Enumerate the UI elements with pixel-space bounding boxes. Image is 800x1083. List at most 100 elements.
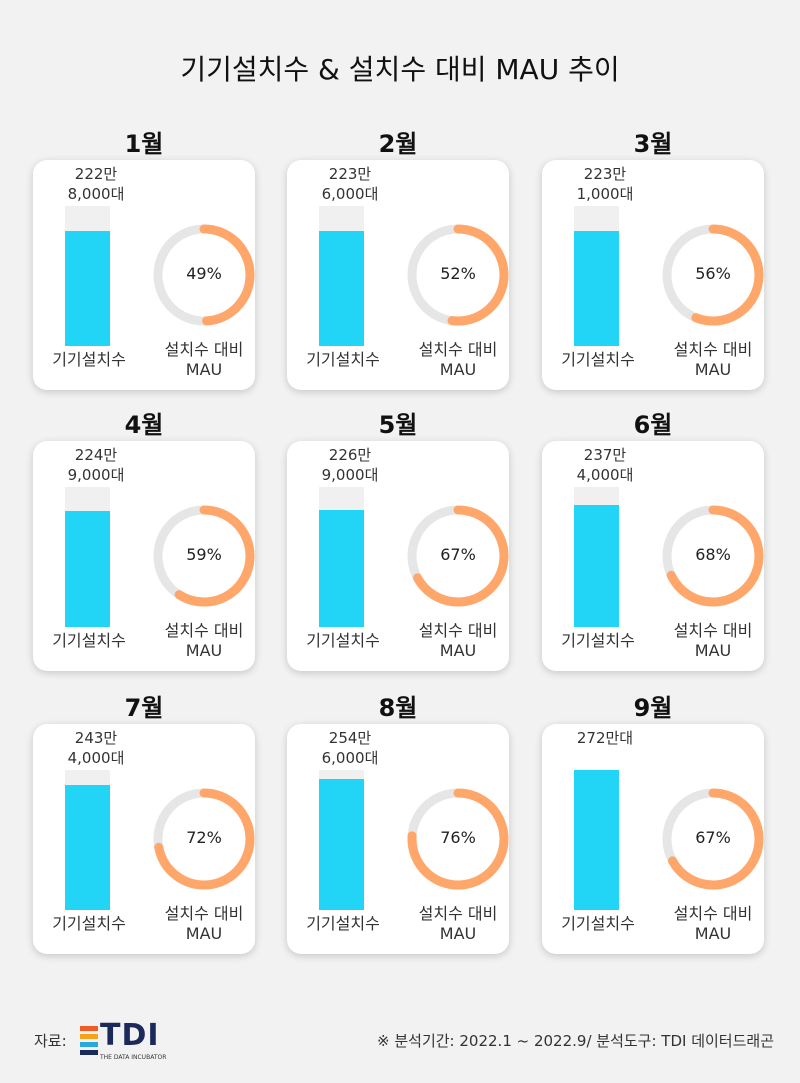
tdi-logo: TDI THE DATA INCUBATOR — [80, 1018, 180, 1062]
install-value-line: 226만 — [328, 446, 372, 464]
month-label: 4월 — [124, 411, 164, 439]
month-label: 8월 — [378, 694, 418, 722]
install-axis-label: 기기설치수 — [561, 914, 635, 933]
mau-ratio-donut — [662, 505, 764, 607]
mau-ratio-label-line2: MAU — [694, 641, 732, 660]
mau-ratio-value: 49% — [186, 264, 222, 283]
mau-ratio-label-line2: MAU — [185, 641, 223, 660]
mau-ratio-label-line1: 설치수 대비 — [164, 621, 244, 640]
install-bar — [574, 231, 619, 346]
mau-ratio-label-line1: 설치수 대비 — [164, 904, 244, 923]
mau-ratio-value: 72% — [186, 828, 222, 847]
mau-ratio-label: 설치수 대비 MAU — [660, 621, 766, 661]
logo-subtitle: THE DATA INCUBATOR — [100, 1054, 167, 1061]
install-value-line: 9,000대 — [67, 466, 125, 484]
mau-ratio-label: 설치수 대비 MAU — [660, 340, 766, 380]
install-axis-label: 기기설치수 — [561, 350, 635, 369]
install-value-line: 237만 — [583, 446, 627, 464]
install-value-line: 4,000대 — [576, 466, 634, 484]
mau-ratio-value: 52% — [440, 264, 476, 283]
logo-stripe-3 — [80, 1042, 98, 1047]
mau-ratio-label: 설치수 대비 MAU — [405, 904, 511, 944]
analysis-note: ※ 분석기간: 2022.1 ~ 2022.9/ 분석도구: TDI 데이터드래… — [377, 1032, 774, 1050]
install-bar — [574, 505, 619, 627]
mau-ratio-value: 67% — [440, 545, 476, 564]
install-value-line: 222만 — [74, 165, 118, 183]
install-value-line: 243만 — [74, 729, 118, 747]
logo-text: TDI — [100, 1018, 160, 1053]
donut-arc — [153, 788, 255, 890]
mau-ratio-value: 68% — [695, 545, 731, 564]
mau-ratio-donut — [407, 505, 509, 607]
install-value-label: 272만대 — [556, 728, 654, 748]
install-bar — [319, 510, 364, 627]
install-value-label: 223만 6,000대 — [301, 164, 399, 204]
install-axis-label: 기기설치수 — [306, 350, 380, 369]
install-value-label: 254만 6,000대 — [301, 728, 399, 768]
mau-ratio-value: 67% — [695, 828, 731, 847]
mau-ratio-label-line2: MAU — [439, 924, 477, 943]
month-label: 6월 — [633, 411, 673, 439]
install-value-line: 4,000대 — [67, 749, 125, 767]
mau-ratio-value: 56% — [695, 264, 731, 283]
install-value-line: 1,000대 — [576, 185, 634, 203]
mau-ratio-label-line1: 설치수 대비 — [418, 904, 498, 923]
donut-arc — [662, 224, 764, 326]
mau-ratio-label-line2: MAU — [439, 360, 477, 379]
install-bar — [65, 511, 110, 627]
install-value-line: 6,000대 — [321, 749, 379, 767]
mau-ratio-label: 설치수 대비 MAU — [151, 904, 257, 944]
mau-ratio-label: 설치수 대비 MAU — [151, 340, 257, 380]
mau-ratio-donut — [153, 505, 255, 607]
install-value-label: 223만 1,000대 — [556, 164, 654, 204]
month-label: 9월 — [633, 694, 673, 722]
logo-stripe-4 — [80, 1050, 98, 1055]
install-bar — [574, 770, 619, 910]
install-value-label: 226만 9,000대 — [301, 445, 399, 485]
mau-ratio-label-line2: MAU — [439, 641, 477, 660]
donut-arc — [407, 788, 509, 890]
mau-ratio-donut — [153, 224, 255, 326]
install-bar — [65, 231, 110, 346]
month-label: 1월 — [124, 130, 164, 158]
mau-ratio-label-line1: 설치수 대비 — [418, 621, 498, 640]
install-value-label: 222만 8,000대 — [47, 164, 145, 204]
install-axis-label: 기기설치수 — [306, 914, 380, 933]
install-axis-label: 기기설치수 — [306, 631, 380, 650]
install-value-line: 223만 — [583, 165, 627, 183]
month-label: 2월 — [378, 130, 418, 158]
install-bar — [319, 779, 364, 910]
donut-arc — [407, 505, 509, 607]
mau-ratio-label-line1: 설치수 대비 — [418, 340, 498, 359]
mau-ratio-label-line1: 설치수 대비 — [673, 621, 753, 640]
install-axis-label: 기기설치수 — [52, 631, 126, 650]
mau-ratio-label: 설치수 대비 MAU — [660, 904, 766, 944]
install-value-label: 237만 4,000대 — [556, 445, 654, 485]
mau-ratio-donut — [662, 788, 764, 890]
mau-ratio-label: 설치수 대비 MAU — [405, 621, 511, 661]
donut-arc — [153, 224, 255, 326]
mau-ratio-label: 설치수 대비 MAU — [151, 621, 257, 661]
donut-arc — [407, 224, 509, 326]
mau-ratio-label-line2: MAU — [185, 360, 223, 379]
logo-stripe-1 — [80, 1026, 98, 1031]
mau-ratio-label-line1: 설치수 대비 — [164, 340, 244, 359]
month-card: 237만 4,000대 기기설치수 68% 설치수 대비 MAU — [542, 441, 764, 671]
mau-ratio-label-line2: MAU — [694, 924, 732, 943]
mau-ratio-label-line1: 설치수 대비 — [673, 904, 753, 923]
month-label: 5월 — [378, 411, 418, 439]
mau-ratio-donut — [153, 788, 255, 890]
logo-stripe-2 — [80, 1034, 98, 1039]
source-label: 자료: — [34, 1032, 67, 1050]
month-label: 3월 — [633, 130, 673, 158]
install-value-line: 254만 — [328, 729, 372, 747]
donut-arc — [153, 505, 255, 607]
install-axis-label: 기기설치수 — [52, 914, 126, 933]
mau-ratio-label: 설치수 대비 MAU — [405, 340, 511, 380]
mau-ratio-donut — [662, 224, 764, 326]
install-value-line: 224만 — [74, 446, 118, 464]
